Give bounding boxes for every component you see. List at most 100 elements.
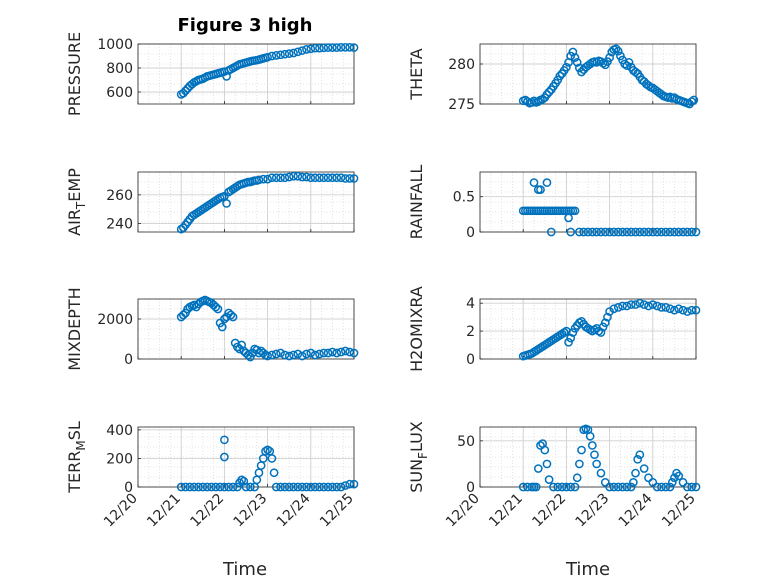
data-point xyxy=(555,71,565,81)
data-point xyxy=(605,482,614,492)
data-point xyxy=(345,479,355,489)
data-point xyxy=(544,475,554,484)
y-tick-label: 800 xyxy=(106,61,133,77)
data-point xyxy=(271,51,281,60)
data-point xyxy=(687,482,697,492)
data-point xyxy=(267,51,277,61)
data-point xyxy=(284,482,294,492)
data-point xyxy=(306,482,316,492)
data-point xyxy=(635,298,645,308)
data-point xyxy=(674,227,684,237)
x-tick-label: 12/22 xyxy=(529,491,569,531)
data-point xyxy=(577,445,586,455)
data-point xyxy=(243,350,253,360)
data-point xyxy=(228,482,238,492)
data-point xyxy=(631,227,640,237)
data-point xyxy=(657,303,666,312)
x-axis-title-left: Time xyxy=(222,559,267,580)
y-axis-label: SUNFLUX xyxy=(407,421,430,493)
data-point xyxy=(293,171,303,181)
data-point xyxy=(271,349,281,359)
data-point xyxy=(618,301,627,311)
data-point xyxy=(609,482,619,492)
data-point xyxy=(306,173,316,183)
data-point xyxy=(280,49,290,59)
data-point xyxy=(609,227,619,237)
panel-h2omixra: 0 2 4 H2OMIXRA xyxy=(407,286,701,372)
y-tick-label: 280 xyxy=(448,57,475,73)
data-point xyxy=(600,318,610,328)
data-point xyxy=(618,482,627,492)
data-point xyxy=(566,482,576,492)
data-point xyxy=(652,227,662,237)
data-point xyxy=(661,303,671,312)
data-point xyxy=(626,482,636,492)
data-point xyxy=(341,43,350,52)
data-point xyxy=(596,328,606,337)
y-tick-label: 260 xyxy=(106,188,133,204)
data-point xyxy=(635,450,645,460)
data-point xyxy=(564,213,573,223)
data-point xyxy=(611,44,621,54)
data-point xyxy=(605,227,614,237)
axes-box xyxy=(479,426,697,488)
data-point xyxy=(315,173,324,183)
y-axis-label: AIRTEMP xyxy=(65,168,88,236)
data-point xyxy=(280,482,290,492)
data-point xyxy=(336,43,346,52)
axes-box xyxy=(137,298,355,360)
x-tick-label: 12/21 xyxy=(144,491,184,531)
data-point xyxy=(598,58,608,68)
data-point xyxy=(341,174,350,183)
data-point xyxy=(289,350,298,360)
data-point xyxy=(345,347,355,357)
data-point xyxy=(596,468,606,478)
data-point xyxy=(241,482,251,492)
data-point xyxy=(336,347,346,357)
y-tick-label: 600 xyxy=(106,85,133,101)
data-point xyxy=(678,227,688,237)
data-point xyxy=(683,482,692,492)
data-point xyxy=(540,445,550,455)
data-point xyxy=(644,227,653,237)
data-point xyxy=(542,178,552,187)
data-point xyxy=(644,473,653,483)
data-point xyxy=(633,454,643,464)
data-point xyxy=(228,312,238,322)
series-markers xyxy=(176,171,359,234)
data-point xyxy=(683,227,692,237)
data-point xyxy=(349,174,359,183)
data-point xyxy=(613,482,623,492)
panel-mixdepth: 0 2000 MIXDEPTH xyxy=(65,287,359,371)
data-point xyxy=(652,301,662,311)
data-point xyxy=(267,350,277,360)
data-point xyxy=(263,52,272,62)
data-point xyxy=(245,482,255,492)
data-point xyxy=(323,348,333,358)
data-point xyxy=(276,482,285,492)
data-point xyxy=(542,459,552,469)
data-point xyxy=(179,310,188,320)
data-point xyxy=(328,347,337,357)
data-point xyxy=(665,304,675,314)
data-point xyxy=(687,227,697,237)
data-point xyxy=(538,94,547,104)
data-point xyxy=(609,304,619,314)
data-point xyxy=(605,307,614,316)
data-point xyxy=(323,43,333,52)
data-point xyxy=(267,173,277,183)
data-point xyxy=(328,43,337,52)
data-point xyxy=(657,227,666,237)
data-point xyxy=(590,450,599,460)
data-point xyxy=(598,322,608,332)
data-point xyxy=(315,349,324,359)
data-point xyxy=(280,350,290,360)
data-point xyxy=(263,351,272,361)
data-point xyxy=(600,478,610,487)
data-point xyxy=(254,175,264,185)
data-point xyxy=(271,482,281,492)
data-point xyxy=(631,67,640,77)
data-point xyxy=(258,174,268,184)
data-point xyxy=(575,227,584,237)
